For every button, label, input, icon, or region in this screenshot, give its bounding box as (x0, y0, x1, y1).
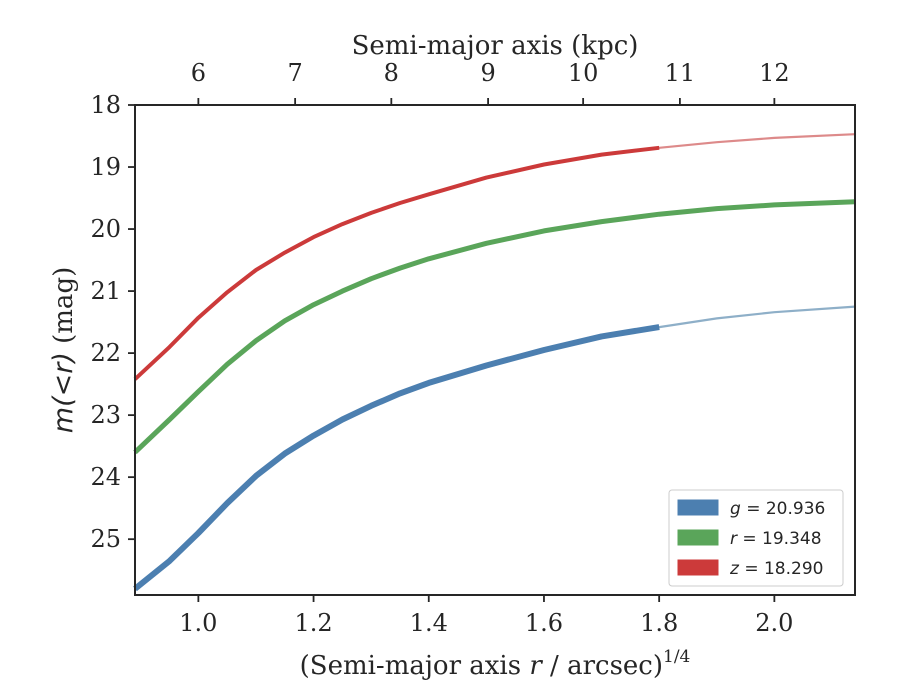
top-tick-label: 6 (191, 59, 206, 87)
y-axis-ticks: 18 19 20 21 22 23 24 25 (90, 91, 135, 553)
y-tick-label: 21 (90, 277, 121, 305)
x-tick-label: 1.2 (294, 609, 332, 637)
y-axis-title: m(<r) (mag) (48, 267, 79, 433)
legend-swatch (677, 499, 719, 516)
series-curves (133, 133, 857, 592)
series-fit-line-2 (658, 133, 857, 149)
x-tick-label: 1.8 (640, 609, 678, 637)
x-tick-label: 1.4 (410, 609, 448, 637)
y-tick-label: 25 (90, 525, 121, 553)
x-tick-label: 1.6 (525, 609, 563, 637)
series-profile-band-1 (133, 199, 856, 455)
legend-swatch (677, 559, 719, 576)
top-tick-label: 11 (665, 59, 696, 87)
top-axis-title: Semi-major axis (kpc) (352, 31, 639, 61)
top-tick-label: 10 (568, 59, 599, 87)
x-tick-label: 1.0 (179, 609, 217, 637)
legend-swatch (677, 529, 719, 546)
plot-frame (134, 104, 856, 596)
y-tick-label: 20 (90, 215, 121, 243)
y-tick-label: 19 (90, 153, 121, 181)
x-axis-title: (Semi-major axis r / arcsec)1/4 (300, 647, 691, 681)
top-tick-label: 8 (384, 59, 399, 87)
series-profile-band-0 (133, 324, 660, 592)
top-axis-ticks: 6 7 8 9 10 11 12 (191, 59, 790, 105)
y-tick-label: 22 (90, 339, 121, 367)
legend: g = 20.936 r = 19.348 z = 18.290 (668, 489, 844, 587)
series-fit-line-0 (658, 305, 857, 329)
legend-entry: g = 20.936 (730, 499, 825, 519)
top-tick-label: 7 (287, 59, 302, 87)
legend-entry: z = 18.290 (729, 559, 823, 579)
legend-entry: r = 19.348 (730, 529, 822, 549)
y-tick-label: 24 (90, 463, 121, 491)
top-tick-label: 12 (759, 59, 790, 87)
series-profile-band-2 (133, 145, 660, 381)
x-tick-label: 2.0 (755, 609, 793, 637)
top-tick-label: 9 (480, 59, 495, 87)
x-axis-ticks: 1.0 1.2 1.4 1.6 1.8 2.0 (179, 595, 793, 637)
y-tick-label: 18 (90, 91, 121, 119)
y-tick-label: 23 (90, 401, 121, 429)
